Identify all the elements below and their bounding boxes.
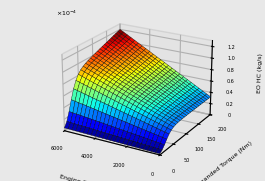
Text: $\times10^{-4}$: $\times10^{-4}$	[56, 9, 77, 18]
Y-axis label: Commanded Torque (Nm): Commanded Torque (Nm)	[187, 141, 253, 181]
X-axis label: Engine Speed (RPM): Engine Speed (RPM)	[59, 174, 121, 181]
